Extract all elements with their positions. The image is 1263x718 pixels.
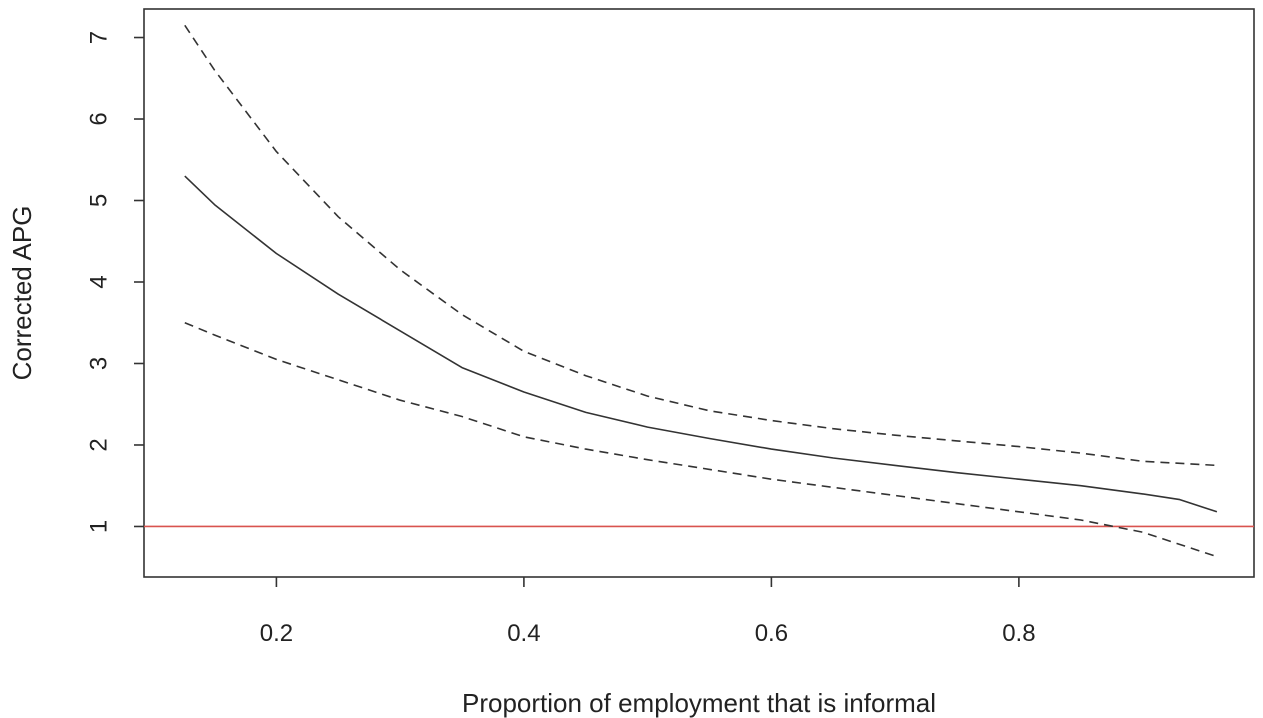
plot-frame	[143, 8, 1255, 578]
y-tick-label: 6	[85, 112, 112, 125]
x-axis: 0.2 0.4 0.6 0.8	[260, 577, 1036, 647]
y-tick-label: 3	[85, 357, 112, 370]
y-tick-label: 5	[85, 194, 112, 207]
y-axis: 1 2 3 4 5 6 7	[85, 31, 144, 533]
y-tick-label: 2	[85, 438, 112, 451]
x-tick-label: 0.6	[755, 620, 788, 647]
estimate-line-1	[184, 175, 1218, 513]
y-tick-label: 1	[85, 520, 112, 533]
x-tick-label: 0.2	[260, 620, 293, 647]
x-axis-title: Proportion of employment that is informa…	[462, 688, 936, 718]
y-axis-title: Corrected APG	[7, 206, 37, 381]
series-layer	[144, 24, 1254, 558]
x-tick-label: 0.4	[507, 620, 540, 647]
confidence-band-line-0	[184, 24, 1217, 467]
y-tick-label: 4	[85, 275, 112, 288]
x-tick-label: 0.8	[1002, 620, 1035, 647]
y-tick-label: 7	[85, 31, 112, 44]
confidence-band-line-2	[184, 321, 1218, 558]
